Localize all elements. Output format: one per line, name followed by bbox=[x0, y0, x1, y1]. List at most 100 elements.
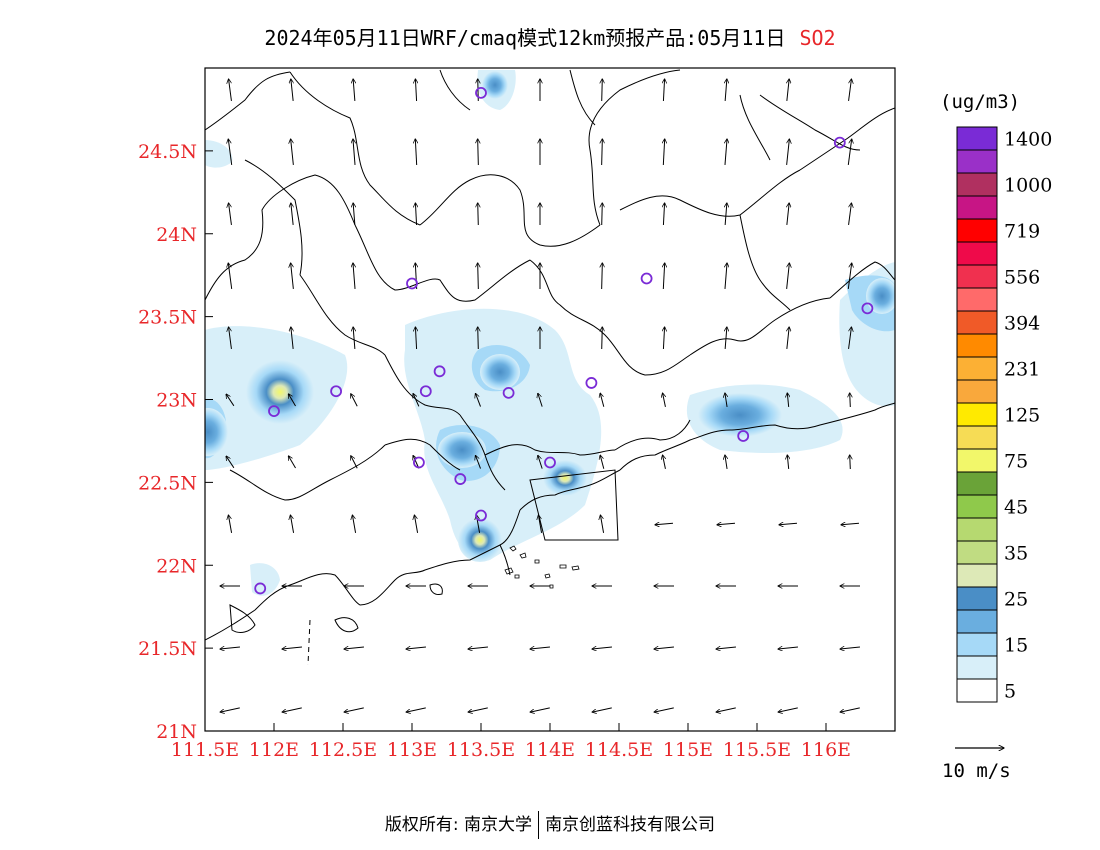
lon-tick-label: 113E bbox=[387, 739, 437, 761]
wind-arrow bbox=[228, 263, 233, 289]
wind-arrow bbox=[468, 647, 488, 649]
station-marker bbox=[737, 430, 750, 442]
lon-tick-label: 112E bbox=[249, 739, 299, 761]
station-marker bbox=[254, 582, 267, 595]
legend-swatch bbox=[956, 425, 998, 450]
wind-arrow bbox=[592, 647, 612, 649]
wind-arrow bbox=[282, 707, 302, 712]
wind-arrow bbox=[478, 139, 479, 166]
wind-arrow bbox=[228, 139, 233, 165]
wind-arrow bbox=[226, 456, 235, 469]
wind-arrow bbox=[538, 515, 543, 533]
wind-arrow bbox=[226, 394, 235, 407]
station-marker bbox=[412, 456, 425, 469]
wind-arrow bbox=[351, 456, 358, 469]
legend-swatch bbox=[956, 632, 998, 657]
hotspot-shanwei bbox=[698, 393, 782, 437]
footer-separator bbox=[538, 811, 540, 839]
wind-arrow bbox=[353, 139, 355, 165]
wind-arrow bbox=[602, 203, 603, 226]
station-marker bbox=[502, 386, 515, 399]
wind-arrow bbox=[848, 203, 852, 225]
legend-swatch bbox=[956, 241, 998, 266]
wind-arrow bbox=[353, 327, 355, 350]
wind-arrow bbox=[602, 79, 603, 102]
copyright-text: 版权所有: 南京大学 bbox=[384, 815, 533, 835]
lat-tick-label: 23.5N bbox=[138, 307, 197, 329]
station-marker bbox=[475, 86, 487, 99]
legend-swatch bbox=[956, 494, 998, 519]
lat-tick-label: 22.5N bbox=[138, 472, 197, 494]
wind-arrow bbox=[344, 707, 364, 712]
hotspot-north bbox=[482, 71, 508, 99]
wind-arrow bbox=[291, 327, 293, 349]
coastline bbox=[205, 402, 895, 666]
so2-concentration-field bbox=[205, 70, 895, 596]
hotspot-shenzhen bbox=[543, 460, 587, 496]
lon-tick-label: 116E bbox=[801, 739, 851, 761]
wind-arrow bbox=[353, 263, 355, 289]
wind-arrow bbox=[353, 79, 355, 102]
station-marker bbox=[419, 385, 432, 398]
legend-swatch bbox=[956, 540, 998, 565]
wind-arrow bbox=[406, 647, 426, 649]
wind-arrow bbox=[282, 647, 302, 649]
page-title: 2024年05月11日WRF/cmaq模式12km预报产品:05月11日 SO2 bbox=[0, 22, 1100, 51]
station-marker bbox=[861, 302, 874, 315]
wind-arrow bbox=[778, 647, 798, 649]
lon-tick-label: 114E bbox=[525, 739, 575, 761]
wind-arrow bbox=[602, 139, 603, 166]
wind-arrow bbox=[716, 707, 736, 712]
wind-vector-field bbox=[220, 79, 860, 712]
monitoring-stations bbox=[254, 86, 874, 595]
wind-arrow bbox=[654, 647, 674, 649]
wind-arrow bbox=[787, 203, 789, 225]
lon-tick-label: 115E bbox=[663, 739, 713, 761]
legend-swatch bbox=[956, 402, 998, 427]
hotspot-guangzhou bbox=[480, 354, 520, 390]
legend-label: 75 bbox=[1004, 451, 1028, 473]
wind-arrow bbox=[291, 203, 293, 225]
wind-reference: 10 m/s bbox=[942, 748, 1011, 782]
wind-arrow bbox=[414, 515, 419, 533]
lat-tick-label: 24N bbox=[156, 224, 197, 246]
wind-arrow bbox=[787, 327, 789, 349]
legend-label: 556 bbox=[1004, 267, 1040, 289]
wind-reference-label: 10 m/s bbox=[942, 760, 1011, 782]
wind-arrow bbox=[847, 263, 851, 289]
wind-arrow bbox=[288, 456, 296, 469]
wind-arrow bbox=[475, 455, 481, 469]
plume-southwest bbox=[250, 563, 280, 596]
wind-arrow bbox=[478, 263, 479, 290]
wind-arrow bbox=[655, 523, 674, 525]
wind-arrow bbox=[786, 139, 790, 165]
legend-label: 5 bbox=[1004, 681, 1016, 703]
station-marker bbox=[833, 136, 846, 149]
wind-arrow bbox=[663, 203, 664, 226]
station-marker bbox=[475, 509, 487, 522]
lat-tick-label: 21.5N bbox=[138, 638, 197, 660]
legend-swatch bbox=[956, 195, 998, 220]
wind-arrow bbox=[228, 515, 233, 533]
wind-arrow bbox=[600, 455, 605, 469]
wind-arrow bbox=[538, 455, 543, 469]
wind-arrow bbox=[841, 523, 860, 525]
station-marker bbox=[330, 385, 343, 398]
station-marker bbox=[433, 365, 446, 378]
wind-arrow bbox=[848, 327, 852, 349]
wind-arrow bbox=[848, 79, 852, 101]
plume-nw bbox=[205, 140, 233, 168]
lon-tick-label: 112.5E bbox=[309, 739, 377, 761]
legend-swatch bbox=[956, 149, 998, 174]
wind-arrow bbox=[717, 523, 736, 525]
wind-arrow bbox=[786, 263, 790, 289]
wind-arrow bbox=[291, 79, 293, 101]
lon-tick-label: 115.5E bbox=[723, 739, 791, 761]
wind-arrow bbox=[725, 203, 727, 226]
legend-swatch bbox=[956, 379, 998, 404]
station-marker bbox=[406, 277, 418, 290]
wind-arrow bbox=[654, 707, 674, 712]
longitude-axis: 111.5E 112E 112.5E 113E 113.5E 114E 114.5E 115E… bbox=[171, 723, 851, 761]
title-pollutant: SO2 bbox=[799, 26, 836, 50]
legend-swatch bbox=[956, 448, 998, 473]
